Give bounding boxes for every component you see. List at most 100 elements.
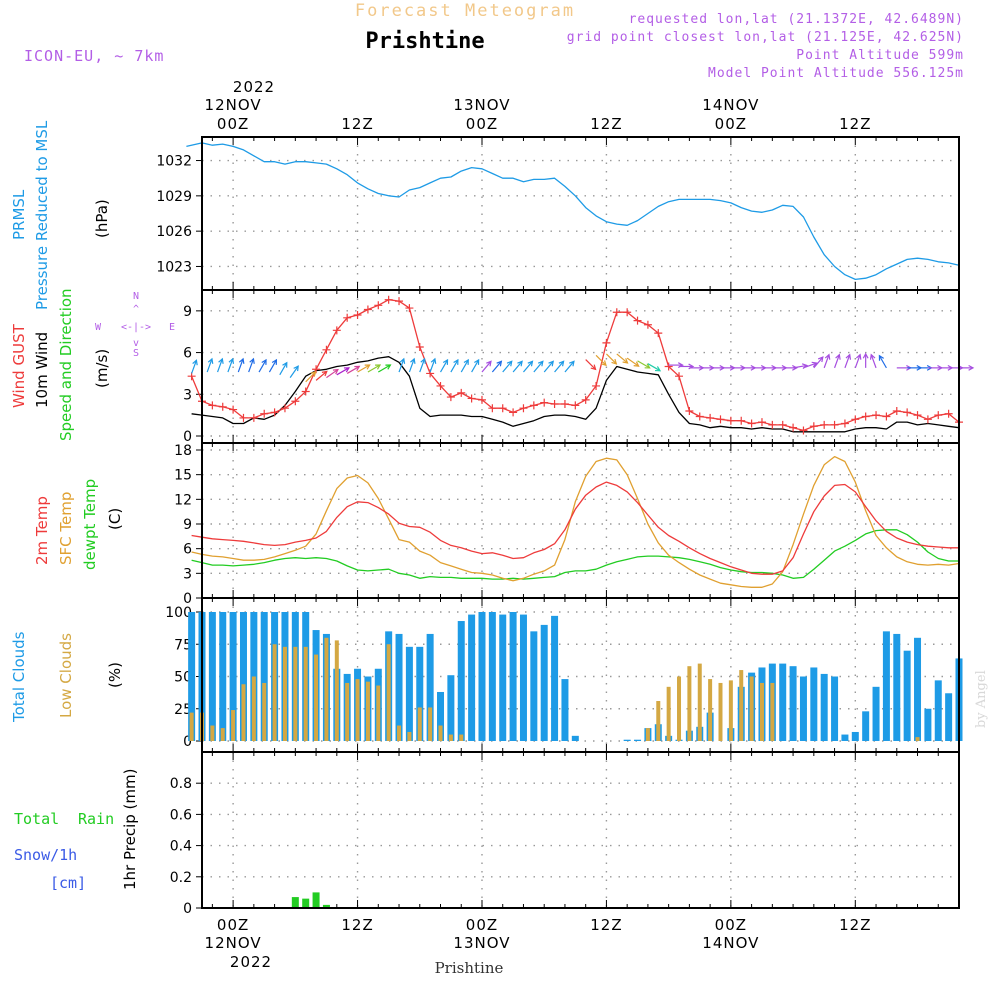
wind-arrow-head: [824, 353, 831, 360]
gust-marker: [498, 404, 507, 413]
y-tick-label: 0.8: [170, 776, 192, 792]
wind-arrow: [471, 358, 480, 373]
gust-marker: [923, 415, 932, 424]
low-cloud-bar: [272, 644, 277, 741]
sfc-temp-line: [191, 455, 960, 588]
gust-marker: [633, 316, 642, 325]
wind-arrow-head: [364, 364, 371, 370]
cloud-label-low: Low Clouds: [57, 633, 75, 718]
wind-arrow-shaft: [377, 364, 391, 373]
total-cloud-bar: [831, 676, 839, 741]
wind-arrow-head: [310, 370, 317, 377]
rain-bar: [312, 892, 320, 908]
total-cloud-bar: [260, 612, 268, 741]
wind-arrow: [523, 360, 534, 373]
total-cloud-bar: [229, 612, 237, 741]
total-cloud-bar: [893, 633, 901, 741]
wind-arrow-shaft: [419, 358, 426, 373]
pressure-label-msl: Pressure Reduced to MSL: [33, 120, 51, 310]
total-cloud-bar: [862, 711, 870, 741]
wind-arrow-shaft: [191, 360, 197, 374]
gust-marker: [944, 409, 953, 418]
wind-arrow: [258, 358, 267, 373]
gust-marker: [602, 338, 611, 347]
wind-arrow-head: [282, 361, 288, 368]
y-tick-label: 6: [183, 542, 192, 558]
low-cloud-bar: [417, 707, 422, 741]
gust-marker: [415, 343, 424, 352]
wind-arrow-head: [527, 360, 534, 367]
wind-arrow-head: [332, 368, 339, 375]
gust-marker: [592, 381, 601, 390]
gust-marker: [218, 402, 227, 411]
wind-arrow-head: [835, 353, 841, 360]
wind-arrow-shaft: [248, 358, 255, 373]
bottom-time-label: 12Z: [341, 916, 373, 934]
gust-marker: [623, 308, 632, 317]
gust-marker: [695, 412, 704, 421]
wind-arrow-head: [249, 357, 255, 364]
gust-marker: [260, 409, 269, 418]
wind-arrow-head: [644, 363, 651, 369]
pressure-label-prmsl: PRMSL: [10, 189, 28, 240]
total-cloud-bar: [530, 631, 538, 741]
total-cloud-bar: [457, 621, 465, 741]
low-cloud-bar: [718, 682, 723, 741]
cloud-unit: (%): [106, 662, 124, 688]
wind-arrow-head: [385, 364, 392, 370]
rain-bar: [322, 904, 330, 908]
bottom-time-label: 00Z: [466, 916, 498, 934]
bottom-time-label: 12Z: [590, 916, 622, 934]
cloud-labels: Total Clouds Low Clouds (%): [10, 631, 124, 723]
wind-arrow: [637, 360, 651, 369]
gust-marker: [840, 419, 849, 428]
y-tick-label: 0: [183, 591, 192, 607]
top-time-label: 00Z: [715, 115, 747, 133]
low-cloud-bar: [303, 646, 308, 741]
wind-label-10m: 10m Wind: [33, 332, 51, 408]
gust-marker: [488, 404, 497, 413]
low-cloud-bar: [345, 682, 350, 741]
gust-marker: [571, 401, 580, 410]
wind-arrow: [450, 358, 459, 373]
wind-arrow-shaft: [471, 359, 480, 373]
gust-marker: [934, 411, 943, 420]
temp-label-dewpt: dewpt Temp: [81, 479, 99, 570]
wind-arrow-head: [548, 360, 555, 367]
wind-arrow-shaft: [206, 358, 213, 373]
wind-arrow-head: [207, 357, 214, 364]
total-cloud-bar: [519, 614, 527, 741]
panel-temperature: 0 3 6 9 12 15 18: [174, 443, 960, 607]
low-cloud-bar: [656, 701, 661, 741]
bottom-date-label: 13NOV: [453, 934, 510, 952]
wind-arrow-shaft: [315, 370, 328, 381]
low-cloud-bar: [759, 682, 764, 741]
gust-marker: [550, 400, 559, 409]
low-cloud-bar: [708, 679, 713, 741]
wind-arrow: [844, 353, 852, 369]
wind-arrow-head: [399, 357, 406, 364]
top-date-label: 12NOV: [205, 96, 262, 114]
wind-arrow-head: [569, 360, 575, 367]
wind-arrow-head: [271, 358, 278, 365]
wind-arrow-head: [293, 365, 299, 372]
wind-arrow-head: [537, 360, 544, 367]
gust-marker: [395, 297, 404, 306]
gust-marker: [664, 362, 673, 371]
wind-arrow-shaft: [564, 360, 575, 373]
bottom-caption: Prishtine: [435, 959, 504, 977]
wind-arrow-shaft: [491, 360, 502, 373]
wind-arrow-shaft: [258, 359, 267, 373]
wind-arrow: [460, 358, 469, 373]
wind-arrow-shaft: [543, 360, 554, 373]
wind-arrow: [336, 367, 351, 376]
y-tick-label: 1026: [156, 224, 192, 240]
total-cloud-bar: [437, 691, 445, 741]
gust-marker: [820, 420, 829, 429]
bottom-time-label: 00Z: [715, 916, 747, 934]
y-tick-label: 50: [174, 670, 192, 686]
wind-arrow-head: [474, 358, 480, 365]
wind-arrow-head: [442, 358, 449, 365]
total-cloud-bar: [841, 734, 849, 741]
